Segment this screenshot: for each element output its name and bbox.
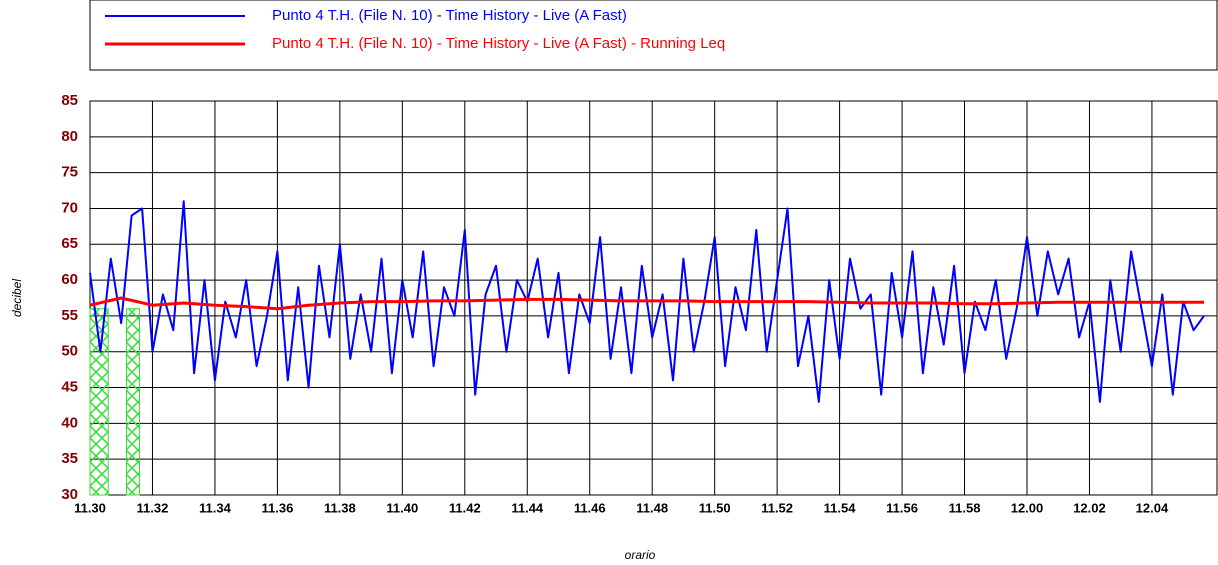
series-line	[89, 296, 1204, 311]
y-tick-label: 50	[61, 343, 78, 360]
y-tick-label: 80	[61, 128, 78, 145]
y-tick-label: 65	[61, 235, 78, 252]
x-tick-label: 11.40	[386, 500, 418, 515]
plot-area	[89, 100, 1218, 496]
y-tick-label: 45	[61, 379, 78, 396]
legend-label: Punto 4 T.H. (File N. 10) - Time History…	[272, 35, 725, 52]
x-tick-label: 11.56	[886, 500, 918, 515]
x-tick-label: 11.48	[636, 500, 668, 515]
legend-box	[89, 0, 1218, 71]
y-axis-label: decibel	[10, 279, 24, 317]
y-tick-label: 35	[61, 450, 78, 467]
legend-label: Punto 4 T.H. (File N. 10) - Time History…	[272, 7, 627, 24]
y-tick-label: 40	[61, 414, 78, 431]
x-tick-label: 11.58	[949, 500, 981, 515]
x-axis-label: orario	[625, 548, 656, 562]
x-tick-label: 12.00	[1011, 500, 1044, 515]
y-tick-label: 55	[61, 307, 78, 324]
x-tick-label: 11.50	[699, 500, 731, 515]
x-tick-label: 11.52	[761, 500, 793, 515]
x-tick-label: 11.44	[511, 500, 544, 515]
x-tick-label: 12.04	[1136, 500, 1169, 515]
highlight-range	[89, 308, 109, 496]
y-tick-label: 30	[61, 486, 78, 503]
y-tick-label: 85	[61, 92, 78, 109]
x-tick-label: 11.38	[324, 500, 356, 515]
x-tick-label: 11.42	[449, 500, 481, 515]
x-tick-label: 11.34	[199, 500, 232, 515]
x-tick-label: 11.30	[74, 500, 106, 515]
y-tick-label: 60	[61, 271, 78, 288]
highlight-range	[125, 308, 140, 496]
x-tick-label: 11.32	[137, 500, 169, 515]
y-tick-label: 70	[61, 199, 78, 216]
y-tick-label: 75	[61, 164, 78, 181]
x-tick-label: 11.46	[574, 500, 606, 515]
x-tick-label: 11.54	[824, 500, 857, 515]
x-tick-label: 11.36	[261, 500, 293, 515]
x-tick-label: 12.02	[1073, 500, 1106, 515]
